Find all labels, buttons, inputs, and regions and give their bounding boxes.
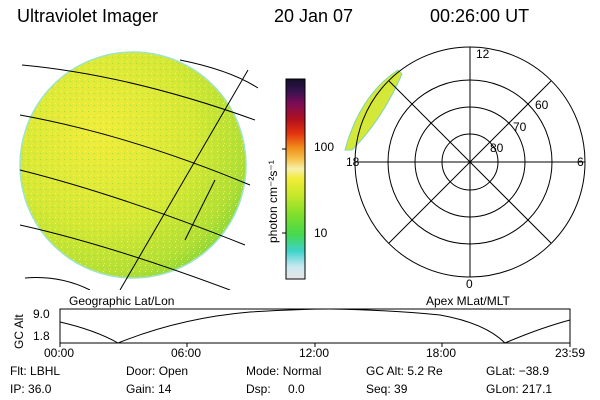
info-seq: Seq: 39	[366, 382, 407, 396]
apex-caption: Apex MLat/MLT	[426, 294, 510, 308]
info-glat: GLat: −38.9	[486, 364, 549, 378]
time-tick-1200: 12:00	[299, 346, 330, 360]
mlat-label-80: 80	[490, 141, 504, 155]
date-label: 20 Jan 07	[274, 6, 354, 26]
instrument-title: Ultraviolet Imager	[17, 6, 159, 26]
mlt-label-18: 18	[346, 155, 360, 169]
info-glon-val: 217.1	[522, 382, 553, 396]
info-seq-key: Seq:	[366, 382, 391, 396]
altitude-strip	[59, 308, 571, 347]
info-dsp: Dsp: 0.0	[246, 382, 305, 396]
gc-alt-axis-label: GC Alt	[12, 314, 26, 349]
info-flt-val: LBHL	[30, 364, 61, 378]
alt-tick-1-8: 1.8	[33, 329, 50, 343]
geo-grid-lines	[19, 59, 259, 290]
info-flt: Flt: LBHL	[10, 364, 60, 378]
mlt-label-0: 0	[466, 277, 473, 291]
info-gc-alt: GC Alt: 5.2 Re	[366, 364, 443, 378]
polar-plot	[344, 46, 586, 278]
info-glon: GLon: 217.1	[486, 382, 552, 396]
info-flt-key: Flt:	[10, 364, 27, 378]
info-door: Door: Open	[126, 364, 188, 378]
info-mode: Mode: Normal	[246, 364, 321, 378]
info-seq-val: 39	[394, 382, 408, 396]
info-mode-val: Normal	[282, 364, 322, 378]
alt-tick-9: 9.0	[33, 307, 50, 321]
info-gc-alt-key: GC Alt:	[366, 364, 405, 378]
info-ip: IP: 36.0	[10, 382, 51, 396]
colorbar-unit-label: photon cm⁻²s⁻¹	[266, 160, 280, 243]
info-glon-key: GLon:	[486, 382, 519, 396]
info-glat-val: −38.9	[518, 364, 550, 378]
mlat-label-60: 60	[535, 98, 549, 112]
info-ip-val: 36.0	[28, 382, 52, 396]
mlt-label-12: 12	[476, 47, 490, 61]
info-door-key: Door:	[126, 364, 156, 378]
mlt-label-6: 6	[577, 155, 584, 169]
geographic-image	[19, 51, 259, 290]
info-ip-key: IP:	[10, 382, 25, 396]
time-tick-1800: 18:00	[426, 346, 457, 360]
info-gc-alt-val: 5.2 Re	[407, 364, 443, 378]
colorbar-tick-100: 100	[314, 140, 335, 154]
colorbar-tick-10: 10	[314, 226, 328, 240]
time-tick-2359: 23:59	[555, 346, 586, 360]
info-glat-key: GLat:	[486, 364, 516, 378]
time-tick-0600: 06:00	[171, 346, 202, 360]
geographic-caption: Geographic Lat/Lon	[69, 294, 175, 308]
info-gain-key: Gain:	[126, 382, 155, 396]
info-dsp-key: Dsp:	[246, 382, 271, 396]
colorbar	[282, 78, 306, 280]
info-gain-val: 14	[158, 382, 172, 396]
time-tick-0000: 00:00	[44, 346, 75, 360]
info-dsp-val: 0.0	[288, 382, 305, 396]
mlat-label-70: 70	[513, 120, 527, 134]
info-door-val: Open	[158, 364, 189, 378]
info-gain: Gain: 14	[126, 382, 171, 396]
info-mode-key: Mode:	[246, 364, 280, 378]
time-label: 00:26:00 UT	[430, 6, 530, 26]
